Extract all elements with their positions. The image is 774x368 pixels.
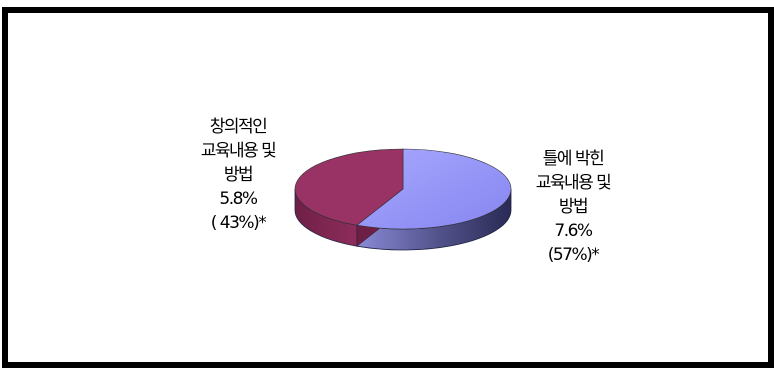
pie-slice — [294, 148, 404, 226]
slice-label-line: 창의적인 — [209, 117, 268, 137]
slice-share-label: ( 43%)* — [210, 213, 267, 233]
pie-slice — [356, 148, 512, 230]
slice-label-line: 교육내용 및 — [200, 141, 277, 161]
slice-label-line: 틀에 박힌 — [542, 149, 605, 169]
slice-value-label: 5.8% — [219, 189, 258, 209]
slice-label-line: 방법 — [223, 165, 254, 185]
slice-label-creative: 창의적인 교육내용 및 방법 5.8% ( 43%)* — [158, 115, 318, 235]
slice-label-line: 교육내용 및 — [535, 173, 612, 193]
slice-value-label: 7.6% — [554, 221, 593, 241]
slice-share-label: (57%)* — [547, 245, 600, 265]
chart-frame: 창의적인 교육내용 및 방법 5.8% ( 43%)* 틀에 박힌 교육내용 및… — [2, 7, 774, 368]
pie-chart — [294, 148, 512, 251]
slice-label-line: 방법 — [558, 197, 589, 217]
slice-label-stereotyped: 틀에 박힌 교육내용 및 방법 7.6% (57%)* — [498, 147, 648, 267]
